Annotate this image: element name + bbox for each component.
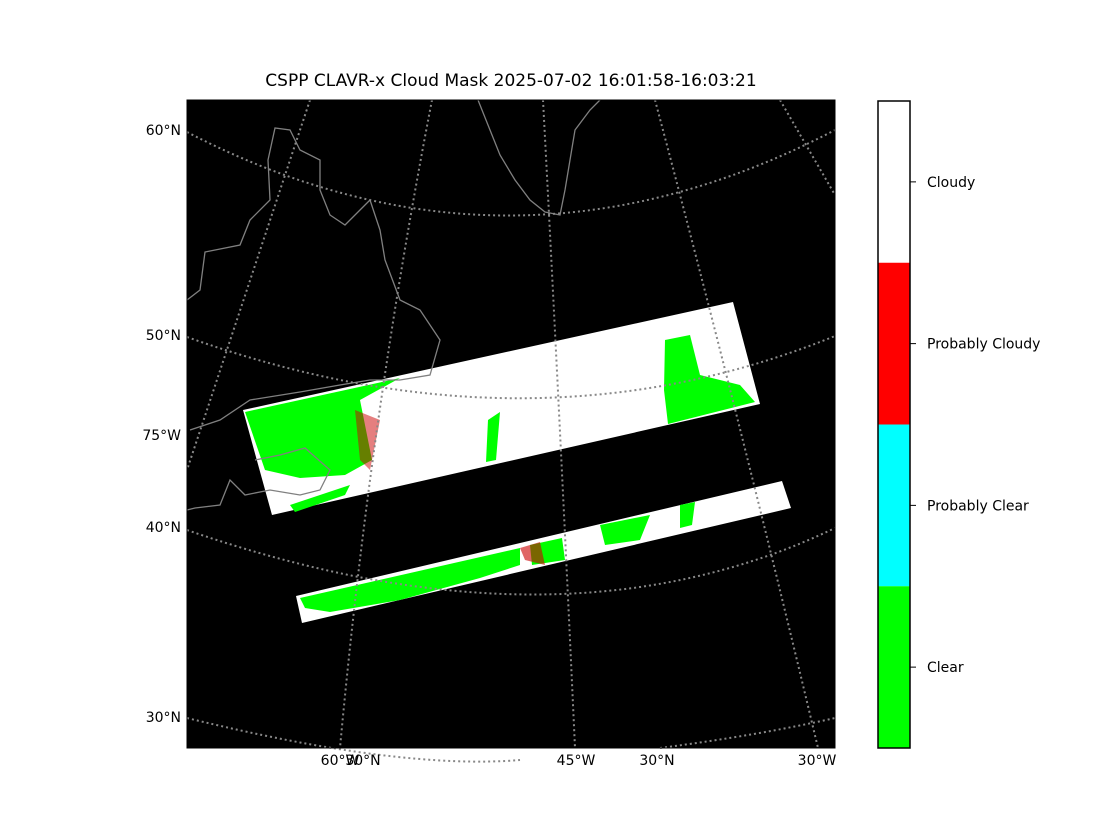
cloudy-prob-area	[355, 410, 380, 470]
parallel	[186, 717, 521, 763]
coastlines	[186, 99, 601, 511]
clear-area	[600, 515, 650, 545]
colorbar-segment	[878, 262, 910, 425]
coastline	[186, 127, 441, 431]
lon-label: 30°N	[639, 753, 674, 769]
lat-label: 75°W	[142, 428, 181, 444]
meridian	[779, 99, 836, 196]
meridian	[339, 99, 433, 749]
clear-area	[290, 485, 350, 512]
lon-label: 60°W	[321, 753, 360, 769]
parallel	[186, 527, 836, 596]
colorbar-frame	[877, 100, 911, 749]
clear-area	[486, 412, 500, 462]
lat-label: 60°N	[146, 123, 181, 139]
coastline	[477, 99, 601, 216]
meridian	[542, 99, 576, 749]
coastline	[186, 447, 331, 511]
lat-label: 50°N	[146, 328, 181, 344]
colorbar-segment	[878, 101, 910, 263]
lat-label: 30°N	[146, 710, 181, 726]
colorbar-label: Clear	[927, 660, 964, 676]
clear-area	[680, 502, 695, 528]
colorbar-label: Probably Clear	[927, 498, 1029, 514]
colorbar-segment	[878, 424, 910, 587]
lon-label: 45°W	[557, 753, 596, 769]
colorbar-segment	[878, 586, 910, 748]
clear-area	[300, 548, 520, 612]
lon-label: 30°N	[345, 753, 380, 769]
colorbar-label: Cloudy	[927, 175, 975, 191]
colorbar-label: Probably Cloudy	[927, 337, 1040, 353]
cloudy-prob-area	[520, 542, 545, 565]
title: CSPP CLAVR-x Cloud Mask 2025-07-02 16:01…	[265, 71, 756, 91]
lat-label: 40°N	[146, 520, 181, 536]
parallel	[186, 129, 836, 217]
parallel	[186, 335, 836, 400]
map-frame	[186, 99, 836, 749]
lon-label: 30°W	[798, 753, 837, 769]
graticule	[186, 99, 836, 763]
